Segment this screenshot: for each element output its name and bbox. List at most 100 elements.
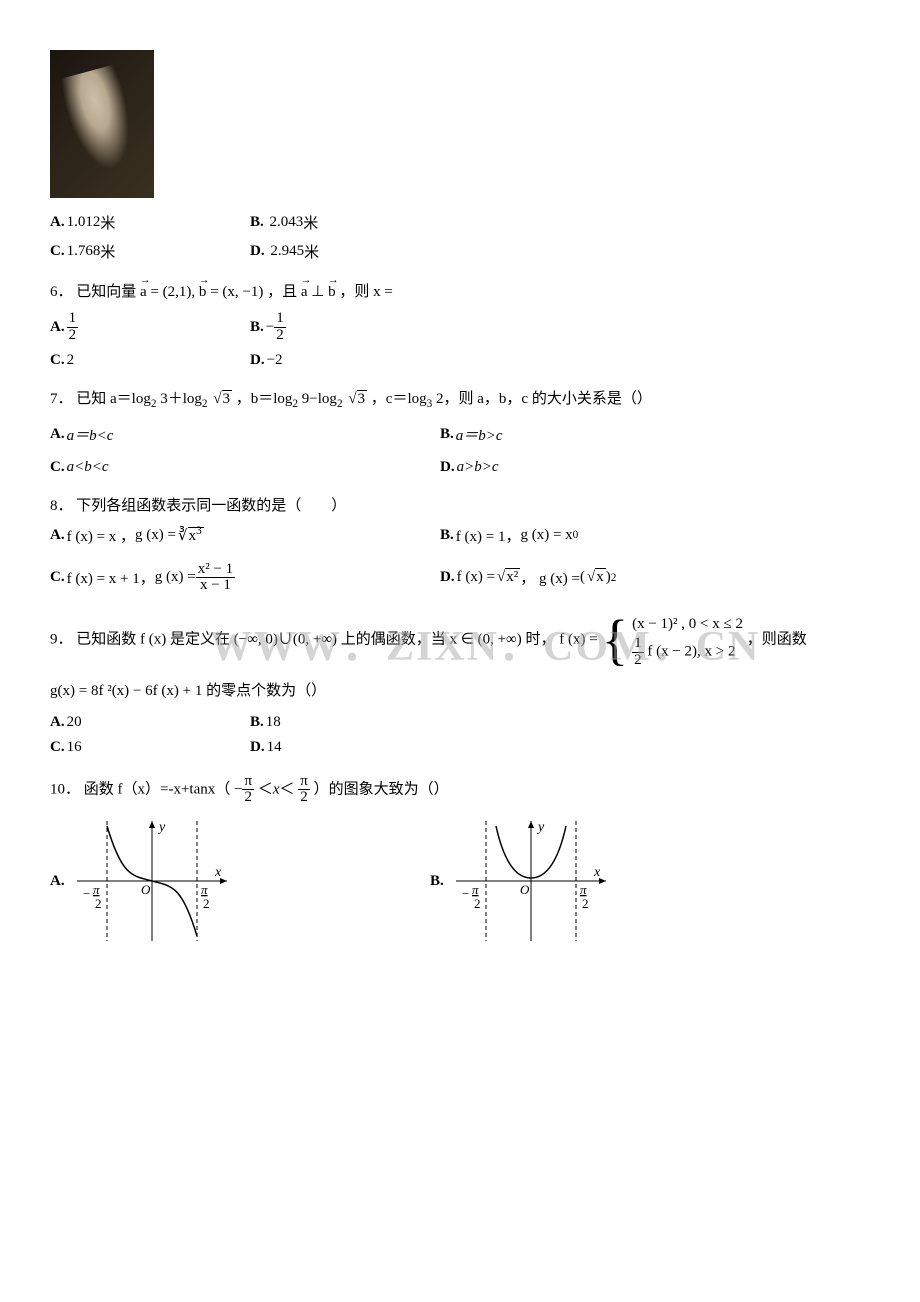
option-value: 1.012	[67, 214, 101, 231]
option-label: B.	[430, 873, 444, 890]
q10-graph-b: x y O − π 2 π 2	[446, 816, 616, 946]
fraction: 1 2	[632, 636, 644, 669]
q8-option-a: A. f (x) = x ， g (x) = x3	[50, 525, 440, 546]
q7-stem: 7． 已知 a＝log2 3＋log2 3 ，b＝log2 9−log2 3 ，…	[50, 387, 870, 410]
q8-option-c: C. f (x) = x + 1， g (x) = x² − 1 x − 1	[50, 562, 440, 595]
figure-discobolus	[50, 50, 154, 198]
option-label: C.	[50, 459, 65, 476]
vector-a-icon: a	[140, 284, 147, 301]
option-label: D.	[250, 352, 265, 369]
q7-option-d: D. a>b>c	[440, 459, 830, 476]
q-number: 7．	[50, 391, 73, 407]
q-number: 6．	[50, 284, 73, 300]
left-brace-icon: {	[601, 609, 628, 671]
svg-text:y: y	[157, 820, 166, 835]
q5-option-b: B. 2.043 米	[250, 212, 450, 233]
vector-b-icon: b	[199, 284, 207, 301]
option-value: 2.043	[270, 214, 304, 231]
q8-option-b: B. f (x) = 1， g (x) = x0	[440, 525, 830, 546]
option-label: B.	[250, 214, 264, 231]
q9-option-c: C. 16	[50, 739, 250, 756]
svg-text:O: O	[141, 882, 151, 897]
option-label: A.	[50, 873, 65, 890]
q6-options: A. 1 2 B. − 1 2	[50, 307, 870, 348]
q8-option-d: D. f (x) = x² ， g (x) = (x)2	[440, 562, 830, 595]
option-unit: 米	[304, 241, 319, 262]
option-label: C.	[50, 569, 65, 586]
option-label: D.	[250, 739, 265, 756]
q10-stem: 10． 函数 f（x）=-x+tanx（ − π 2 ＜x＜ π 2 ）的图象大…	[50, 774, 870, 807]
q9-option-d: D. 14	[250, 739, 450, 756]
q9-option-a: A. 20	[50, 714, 250, 731]
q-number: 10．	[50, 781, 80, 797]
q9-option-b: B. 18	[250, 714, 450, 731]
q5-options: A. 1.012 米 B. 2.043 米	[50, 208, 870, 237]
svg-text:2: 2	[474, 896, 481, 911]
sqrt-icon: x²	[495, 569, 520, 586]
graph-svg: x y O − π 2 π 2	[446, 816, 616, 946]
q10-graph-a: x y O − π 2 π 2	[67, 816, 237, 946]
option-label: C.	[50, 352, 65, 369]
option-label: D.	[250, 243, 265, 260]
option-label: A.	[50, 714, 65, 731]
q7-options-row2: C. a<b<c D. a>b>c	[50, 455, 870, 480]
svg-text:2: 2	[203, 896, 210, 911]
svg-text:2: 2	[95, 896, 102, 911]
q6-options-row2: C. 2 D. −2	[50, 348, 870, 373]
svg-text:π: π	[580, 882, 587, 897]
q10-graphs-row: A. x y O − π 2	[50, 816, 870, 946]
q6-stem: 6． 已知向量 a = (2,1), b = (x, −1) ，且 a ⊥ b …	[50, 280, 870, 301]
sqrt-icon: 3	[346, 391, 367, 408]
fraction: x² − 1 x − 1	[196, 562, 235, 595]
q6-option-b: B. − 1 2	[250, 311, 450, 344]
q7-option-b: B. a＝b>c	[440, 424, 830, 445]
option-label: A.	[50, 527, 65, 544]
svg-text:x: x	[214, 865, 222, 880]
sqrt-icon: x	[585, 569, 606, 586]
q-number: 9．	[50, 632, 73, 648]
q6-option-c: C. 2	[50, 352, 250, 369]
fraction: 1 2	[67, 311, 79, 344]
option-label: A.	[50, 426, 65, 443]
piecewise: (x − 1)² , 0 < x ≤ 2 1 2 f (x − 2), x > …	[632, 612, 743, 669]
q5-options-row2: C. 1.768 米 D. 2.945 米	[50, 237, 870, 266]
option-label: D.	[440, 459, 455, 476]
svg-text:O: O	[520, 882, 530, 897]
option-label: C.	[50, 243, 65, 260]
svg-text:x: x	[593, 865, 601, 880]
svg-text:π: π	[201, 882, 208, 897]
fraction: π 2	[242, 774, 254, 807]
option-value: 1.768	[67, 243, 101, 260]
option-unit: 米	[100, 212, 115, 233]
q6-option-a: A. 1 2	[50, 311, 250, 344]
sqrt-icon: 3	[211, 391, 232, 408]
vector-b-icon: b	[328, 284, 336, 301]
option-label: D.	[440, 569, 455, 586]
svg-text:2: 2	[582, 896, 589, 911]
q8-stem: 8． 下列各组函数表示同一函数的是（ ）	[50, 494, 870, 515]
q9-options-row2: C. 16 D. 14	[50, 735, 870, 760]
option-label: A.	[50, 214, 65, 231]
q8-options-row2: C. f (x) = x + 1， g (x) = x² − 1 x − 1 D…	[50, 558, 870, 599]
q9-g-def: g(x) = 8f ²(x) − 6f (x) + 1 的零点个数为（）	[50, 679, 870, 700]
q5-option-a: A. 1.012 米	[50, 212, 250, 233]
svg-text:y: y	[536, 820, 545, 835]
fraction: 1 2	[274, 311, 286, 344]
q9-options: A. 20 B. 18	[50, 710, 870, 735]
option-label: C.	[50, 739, 65, 756]
option-unit: 米	[303, 212, 318, 233]
q8-options-row1: A. f (x) = x ， g (x) = x3 B. f (x) = 1， …	[50, 521, 870, 550]
option-label: B.	[440, 426, 454, 443]
svg-text:−: −	[83, 886, 90, 901]
q-number: 8．	[50, 498, 73, 514]
q7-option-c: C. a<b<c	[50, 459, 440, 476]
option-label: A.	[50, 319, 65, 336]
q7-options: A. a＝b<c B. a＝b>c	[50, 420, 870, 449]
svg-text:π: π	[472, 882, 479, 897]
svg-text:π: π	[93, 882, 100, 897]
option-value: 2.945	[270, 243, 304, 260]
svg-text:−: −	[462, 886, 469, 901]
option-unit: 米	[100, 241, 115, 262]
q9-stem: 9． 已知函数 f (x) 是定义在 (−∞, 0)∪(0, +∞) 上的偶函数…	[50, 612, 870, 669]
fraction: π 2	[298, 774, 310, 807]
